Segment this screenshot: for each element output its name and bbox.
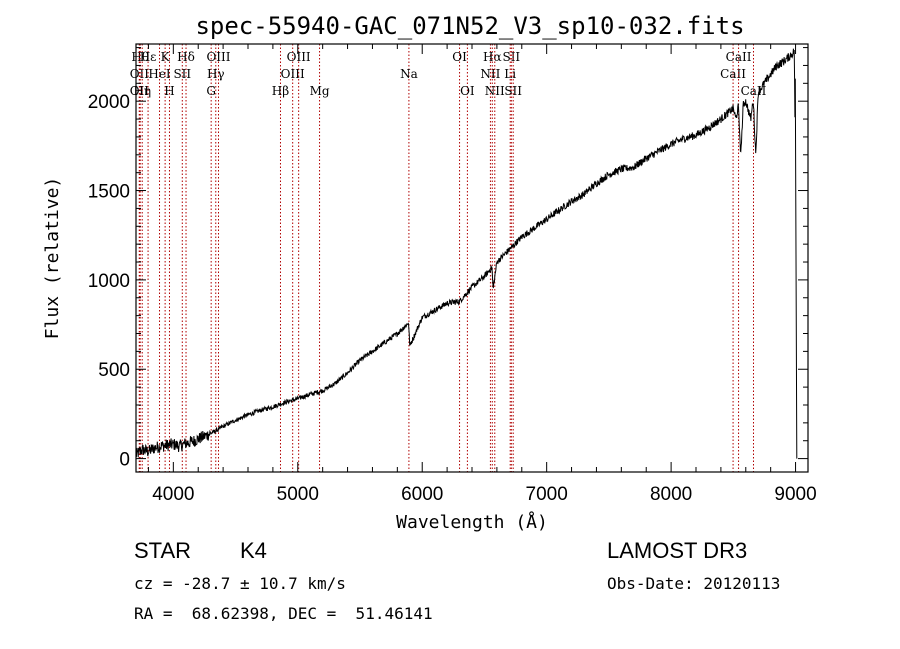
x-axis-label: Wavelength (Å) [396,511,548,533]
x-tick-label: 4000 [152,484,194,505]
plot-frame [135,43,809,473]
line-marker-label: Mg [310,84,330,98]
sky-coordinates: RA = 68.62398, DEC = 51.46141 [134,604,433,623]
line-marker-label: CaII [720,67,746,81]
line-marker-label: SII [504,84,522,98]
line-marker-label: OII [130,67,150,81]
y-tick-label: 500 [98,360,130,381]
series-layer [135,48,798,459]
chart-title: spec-55940-GAC_071N52_V3_sp10-032.fits [195,12,744,40]
line-marker-label: Hβ [272,84,289,98]
line-marker-label: OIII [281,67,305,81]
redshift-velocity: cz = -28.7 ± 10.7 km/s [134,574,346,593]
survey-name: LAMOST DR3 [607,538,748,563]
line-marker-label: OI [452,50,467,64]
line-marker-label: Na [400,67,418,81]
x-tick-label: 5000 [277,484,319,505]
y-axis-label: Flux (relative) [42,177,63,340]
object-class: STAR [134,538,192,563]
y-tick-label: 2000 [88,92,130,113]
line-marker-label: K [161,50,171,64]
x-tick-label: 7000 [526,484,568,505]
line-marker-label: Hε [140,50,157,64]
y-tick-label: 1000 [88,271,130,292]
line-marker-label: OIII [206,50,230,64]
line-marker-label: OIII [287,50,311,64]
line-marker-label: H [164,84,174,98]
y-tick-label: 1500 [88,182,130,203]
line-marker-label: HeI [148,67,171,81]
line-marker-label: SII [173,67,191,81]
x-tick-label: 9000 [774,484,816,505]
line-marker-layer: HθOIIOIIHηHεHeIKHSIIHδGHγOIIIHβOIIIOIIIM… [130,44,767,472]
line-marker-label: Hα [483,50,502,64]
line-marker-label: NII [485,84,505,98]
line-marker-label: OI [460,84,475,98]
line-marker-label: G [206,84,216,98]
spectrum-series [135,48,798,459]
observation-date: Obs-Date: 20120113 [607,574,781,593]
line-marker-label: SII [502,50,520,64]
line-marker-label: Hδ [177,50,195,64]
line-marker-label: Hη [133,84,151,98]
axis-ticks: 4000 5000 6000 7000 8000 9000 0 500 1000 1500 2000 [88,44,817,505]
x-tick-label: 8000 [650,484,692,505]
object-subclass: K4 [240,538,267,563]
line-marker-label: Hγ [207,67,225,81]
line-marker-label: NII [480,67,500,81]
y-tick-label: 0 [119,450,130,471]
line-marker-label: OII [130,84,150,98]
line-marker-label: Li [504,67,516,81]
x-tick-label: 6000 [401,484,443,505]
line-marker-label: CaII [726,50,752,64]
